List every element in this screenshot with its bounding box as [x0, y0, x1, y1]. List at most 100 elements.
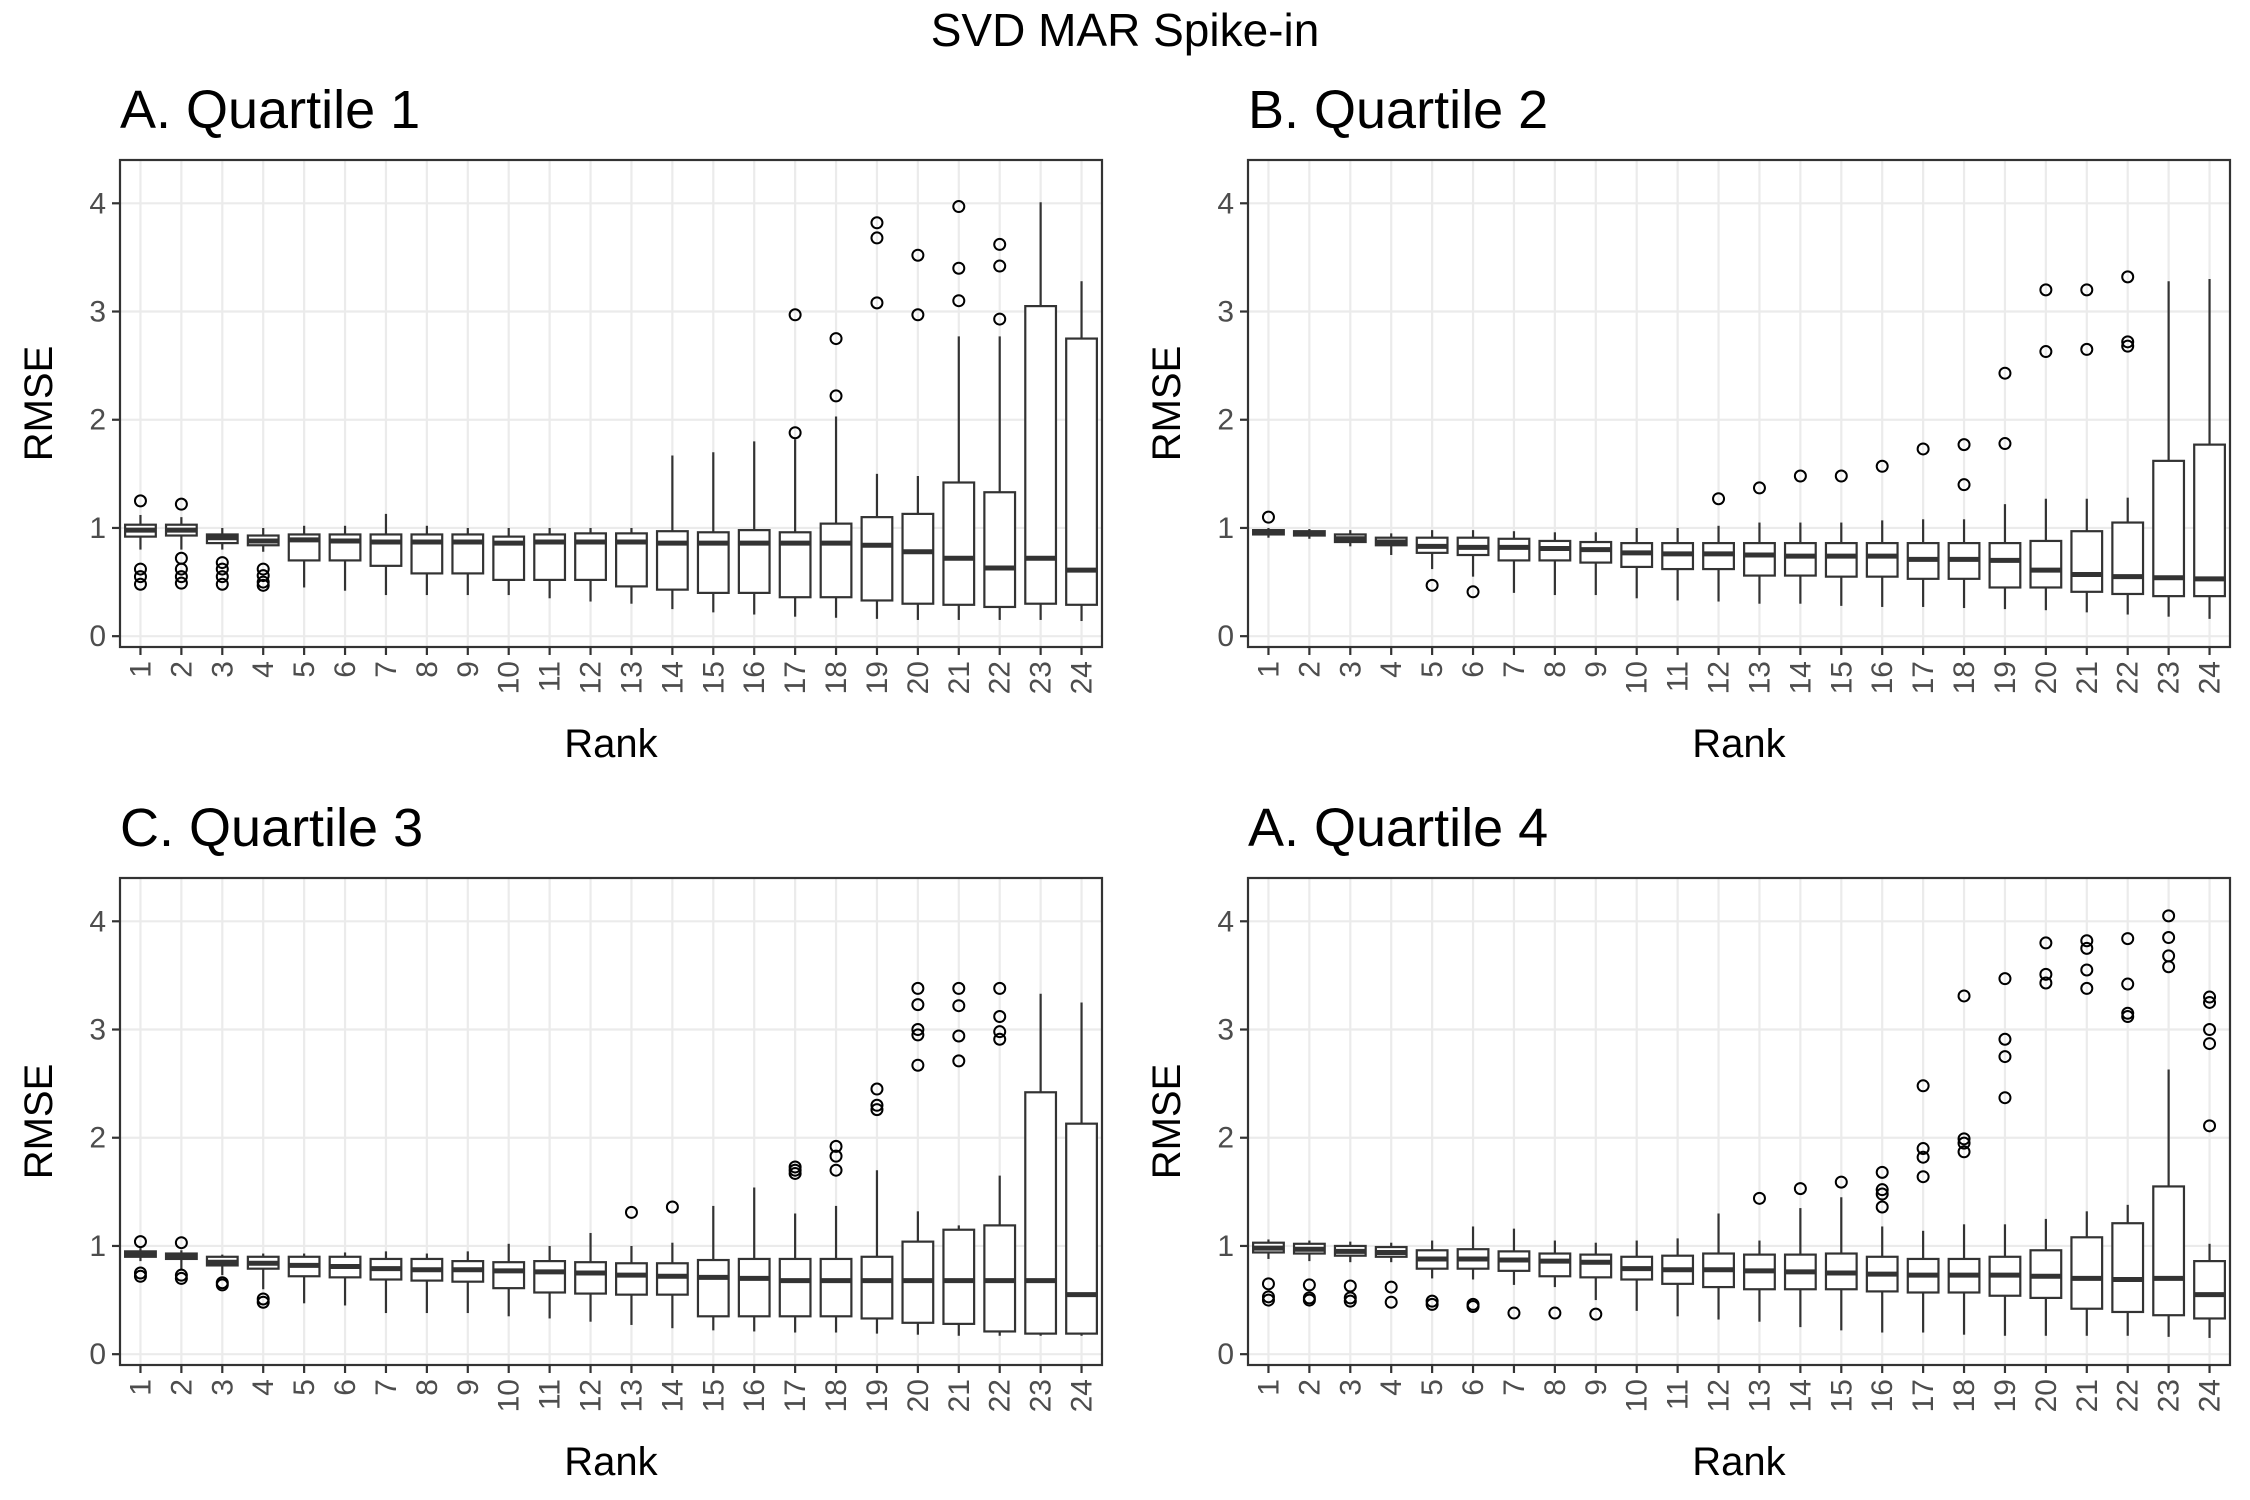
box-rank-13: [615, 1205, 648, 1325]
x-tick-label: 10: [1621, 1379, 1654, 1412]
box-rank-2: [1292, 1240, 1326, 1307]
outlier-point: [1957, 438, 1971, 452]
outlier-point: [829, 389, 843, 403]
box-rank-10: [1620, 527, 1654, 599]
box-iqr: [819, 522, 853, 599]
box-rank-15: [696, 452, 730, 613]
x-tick-label: 13: [615, 1379, 648, 1412]
box-rank-14: [1783, 469, 1817, 604]
outlier-point: [174, 1236, 188, 1250]
x-tick-label: 19: [861, 1379, 894, 1412]
box-iqr: [942, 481, 976, 606]
panel-border: [118, 158, 1104, 649]
y-tick-label: 0: [1217, 620, 1234, 653]
x-tick-label: 23: [2153, 661, 2186, 694]
x-tick-label: 16: [738, 661, 771, 694]
x-tick-label: 4: [1375, 1379, 1408, 1396]
x-tick-label: 2: [1293, 1379, 1326, 1396]
outlier-point: [1957, 989, 1971, 1003]
x-tick-label: 11: [534, 661, 567, 692]
x-tick-label: 3: [206, 1379, 239, 1396]
outlier-point: [1425, 578, 1439, 592]
figure-title: SVD MAR Spike-in: [931, 4, 1320, 56]
panel-title: A. Quartile 4: [1248, 798, 1548, 858]
outlier-point: [829, 1149, 843, 1163]
outlier-point: [1916, 1079, 1930, 1093]
x-tick-label: 20: [902, 1379, 935, 1412]
box-iqr: [2029, 539, 2063, 589]
box-rank-19: [1988, 366, 2022, 610]
box-rank-21: [942, 981, 976, 1336]
x-tick-label: 18: [820, 1379, 853, 1412]
outlier-point: [1998, 1032, 2012, 1046]
x-tick-label: 1: [124, 1379, 157, 1396]
x-tick-label: 10: [493, 1379, 526, 1412]
x-tick-label: 13: [1743, 661, 1776, 694]
box-rank-9: [1579, 532, 1613, 596]
plot-background: [120, 160, 1102, 647]
outlier-point: [174, 570, 188, 584]
box-rank-2: [1292, 529, 1326, 539]
box-rank-23: [1024, 202, 1058, 620]
outlier-point: [1957, 478, 1971, 492]
box-rank-8: [1538, 532, 1572, 596]
outlier-point: [174, 562, 188, 576]
y-tick-label: 3: [1217, 296, 1234, 329]
x-tick-label: 11: [1662, 1379, 1695, 1410]
outlier-point: [2203, 1023, 2217, 1037]
outlier-point: [2203, 995, 2217, 1009]
outlier-point: [993, 1025, 1007, 1039]
box-rank-5: [1415, 1240, 1449, 1311]
y-tick-label: 4: [89, 905, 106, 938]
outlier-point: [2203, 990, 2217, 1004]
outlier-point: [1793, 1182, 1807, 1196]
box-rank-24: [1065, 1002, 1098, 1336]
box-rank-17: [778, 308, 812, 617]
box-iqr: [860, 516, 894, 602]
outlier-point: [911, 1028, 925, 1042]
x-tick-label: 19: [861, 661, 894, 694]
outlier-point: [2080, 981, 2094, 995]
outlier-point: [1261, 1277, 1275, 1291]
box-rank-11: [533, 1245, 567, 1319]
outlier-point: [1875, 1183, 1889, 1197]
x-tick-label: 4: [247, 1379, 280, 1396]
x-tick-label: 1: [1252, 661, 1285, 678]
y-tick-label: 1: [1217, 512, 1234, 545]
box-rank-3: [1333, 1241, 1367, 1308]
x-tick-label: 15: [697, 661, 730, 694]
box-iqr: [2111, 1222, 2145, 1314]
box-rank-22: [2111, 932, 2145, 1336]
box-rank-1: [1252, 510, 1285, 538]
outlier-point: [870, 216, 884, 230]
outlier-point: [993, 259, 1007, 273]
outlier-point: [2039, 936, 2053, 950]
x-tick-label: 11: [1662, 661, 1695, 692]
outlier-point: [1384, 1295, 1398, 1309]
outlier-point: [1998, 1091, 2012, 1105]
x-tick-label: 15: [1825, 1379, 1858, 1412]
box-iqr: [1824, 542, 1858, 578]
x-tick-label: 8: [411, 1379, 444, 1396]
x-tick-label: 15: [1825, 661, 1858, 694]
box-iqr: [1065, 337, 1098, 606]
outlier-point: [133, 577, 147, 591]
x-tick-label: 16: [1866, 661, 1899, 694]
box-iqr: [2070, 1236, 2104, 1310]
x-tick-label: 21: [943, 1379, 976, 1412]
outlier-point: [133, 494, 147, 508]
x-tick-label: 4: [1375, 661, 1408, 678]
box-rank-23: [1024, 993, 1058, 1336]
outlier-point: [788, 308, 802, 322]
outlier-point: [1916, 1150, 1930, 1164]
box-iqr: [737, 1257, 771, 1318]
x-tick-label: 7: [370, 661, 403, 678]
outlier-point: [2039, 345, 2053, 359]
outlier-point: [1425, 1297, 1439, 1311]
box-rank-12: [1702, 492, 1735, 602]
box-rank-23: [2152, 909, 2186, 1337]
box-rank-14: [1783, 1182, 1817, 1328]
x-tick-label: 19: [1989, 1379, 2022, 1412]
box-rank-7: [1497, 1228, 1531, 1320]
outlier-point: [993, 312, 1007, 326]
